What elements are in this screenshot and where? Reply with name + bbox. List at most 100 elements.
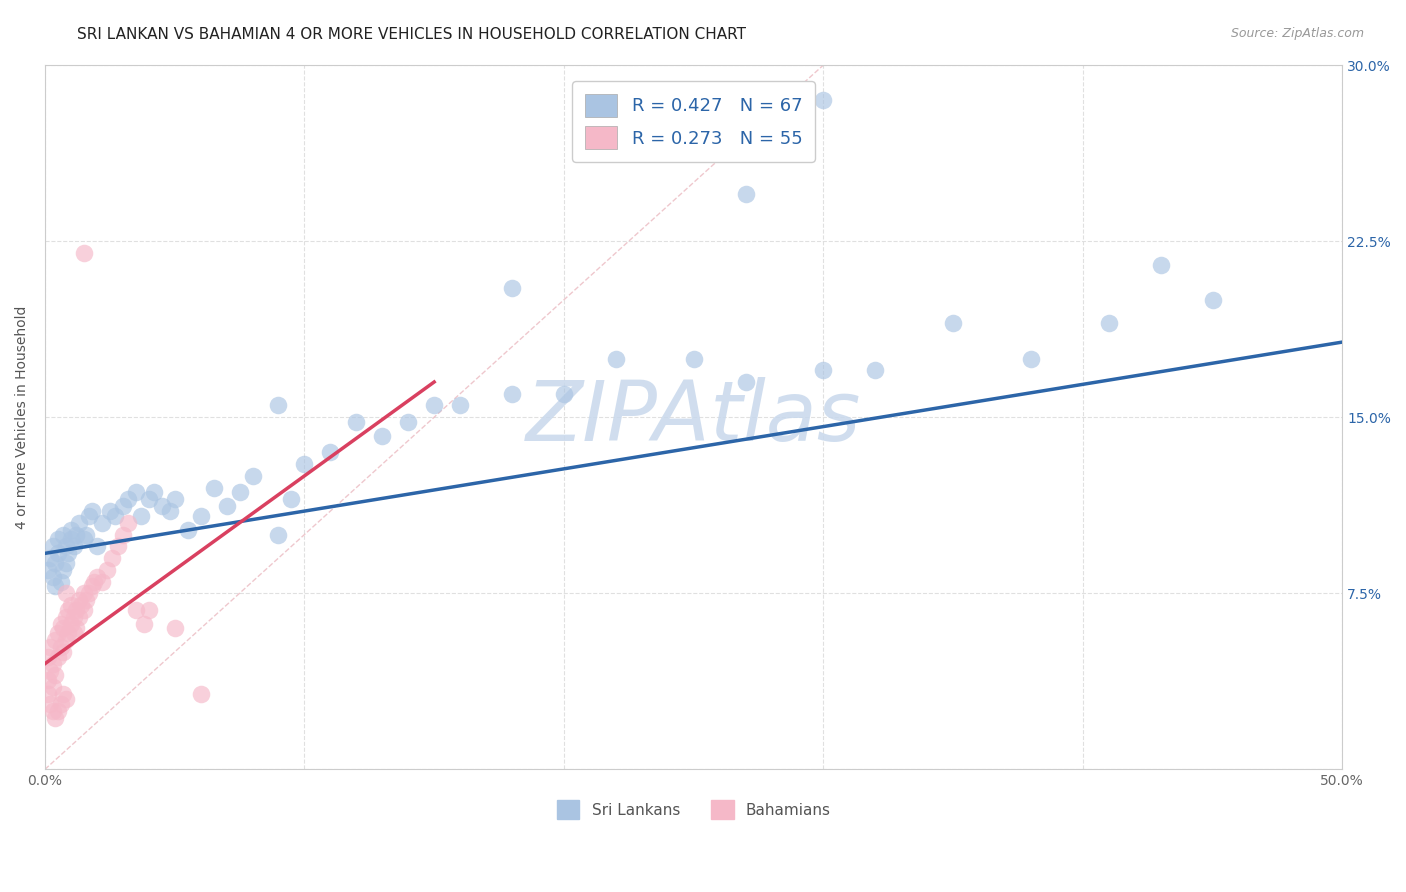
Point: [42, 657, 65, 671]
Point: [190, 687, 212, 701]
Point: [163, 492, 186, 507]
Point: [104, 508, 127, 523]
Point: [39, 664, 62, 678]
Point: [138, 492, 160, 507]
Point: [46, 649, 69, 664]
Point: [117, 492, 139, 507]
Point: [1019, 351, 1042, 366]
Point: [52, 622, 75, 636]
Point: [59, 598, 82, 612]
Point: [62, 626, 84, 640]
Point: [67, 516, 90, 530]
Point: [242, 469, 264, 483]
Point: [294, 457, 316, 471]
Point: [344, 415, 367, 429]
Point: [73, 246, 96, 260]
Point: [55, 692, 77, 706]
Point: [59, 533, 82, 547]
Point: [49, 616, 72, 631]
Point: [98, 504, 121, 518]
Point: [59, 523, 82, 537]
Point: [1149, 258, 1171, 272]
Point: [44, 633, 66, 648]
Point: [132, 616, 155, 631]
Point: [553, 386, 575, 401]
Point: [65, 622, 87, 636]
Point: [267, 399, 290, 413]
Point: [83, 574, 105, 589]
Point: [67, 593, 90, 607]
Y-axis label: 4 or more Vehicles in Household: 4 or more Vehicles in Household: [15, 306, 30, 529]
Point: [1098, 316, 1121, 330]
Point: [62, 539, 84, 553]
Point: [111, 527, 134, 541]
Point: [605, 351, 627, 366]
Point: [70, 598, 93, 612]
Point: [163, 622, 186, 636]
Point: [52, 527, 75, 541]
Point: [42, 539, 65, 553]
Point: [96, 563, 118, 577]
Point: [49, 640, 72, 655]
Point: [107, 539, 129, 553]
Text: SRI LANKAN VS BAHAMIAN 4 OR MORE VEHICLES IN HOUSEHOLD CORRELATION CHART: SRI LANKAN VS BAHAMIAN 4 OR MORE VEHICLE…: [77, 27, 747, 42]
Point: [501, 386, 523, 401]
Point: [142, 485, 165, 500]
Point: [65, 603, 87, 617]
Point: [734, 187, 756, 202]
Point: [42, 570, 65, 584]
Point: [813, 93, 835, 107]
Point: [37, 687, 59, 701]
Point: [46, 533, 69, 547]
Point: [865, 363, 887, 377]
Point: [396, 415, 419, 429]
Point: [190, 508, 212, 523]
Point: [76, 527, 98, 541]
Point: [215, 500, 238, 514]
Point: [46, 626, 69, 640]
Point: [44, 711, 66, 725]
Point: [76, 593, 98, 607]
Point: [942, 316, 965, 330]
Point: [58, 626, 80, 640]
Point: [86, 570, 108, 584]
Point: [67, 609, 90, 624]
Point: [42, 704, 65, 718]
Point: [101, 551, 124, 566]
Point: [138, 603, 160, 617]
Legend: Sri Lankans, Bahamians: Sri Lankans, Bahamians: [550, 794, 837, 825]
Point: [44, 556, 66, 570]
Point: [49, 697, 72, 711]
Point: [111, 500, 134, 514]
Point: [813, 363, 835, 377]
Point: [423, 399, 446, 413]
Point: [46, 704, 69, 718]
Point: [42, 680, 65, 694]
Point: [80, 579, 103, 593]
Point: [58, 603, 80, 617]
Point: [37, 649, 59, 664]
Point: [73, 603, 96, 617]
Point: [125, 485, 148, 500]
Point: [129, 508, 152, 523]
Point: [77, 508, 100, 523]
Point: [39, 697, 62, 711]
Point: [62, 609, 84, 624]
Point: [52, 563, 75, 577]
Point: [39, 640, 62, 655]
Point: [44, 668, 66, 682]
Point: [280, 492, 302, 507]
Point: [91, 574, 114, 589]
Point: [55, 609, 77, 624]
Point: [159, 504, 181, 518]
Point: [91, 516, 114, 530]
Point: [228, 485, 250, 500]
Point: [55, 556, 77, 570]
Point: [267, 527, 290, 541]
Point: [150, 500, 173, 514]
Point: [44, 579, 66, 593]
Point: [37, 563, 59, 577]
Point: [37, 673, 59, 687]
Point: [734, 375, 756, 389]
Point: [682, 351, 704, 366]
